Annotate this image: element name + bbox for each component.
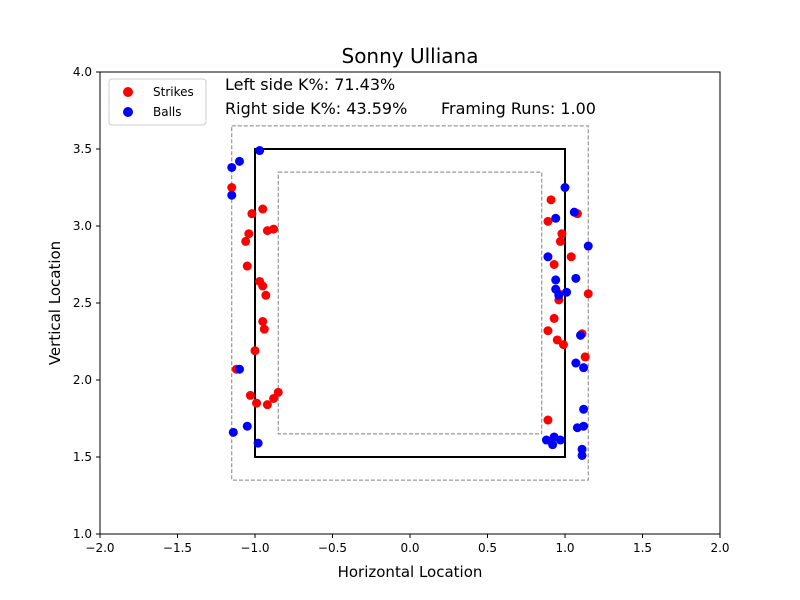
ball-point bbox=[253, 438, 263, 448]
ball-point bbox=[562, 287, 572, 297]
ball-point bbox=[548, 440, 558, 450]
legend-balls-marker bbox=[123, 107, 133, 117]
ball-point bbox=[541, 435, 551, 445]
strike-point bbox=[259, 324, 269, 334]
y-axis-label: Vertical Location bbox=[46, 241, 64, 365]
x-tick-label: 0.5 bbox=[478, 541, 497, 555]
strike-point bbox=[543, 216, 553, 226]
strike-point bbox=[269, 224, 279, 234]
framing-runs-annotation: Framing Runs: 1.00 bbox=[441, 99, 596, 118]
strike-point bbox=[245, 390, 255, 400]
y-tick-label: 2.0 bbox=[73, 373, 92, 387]
ball-point bbox=[255, 146, 265, 156]
ball-point bbox=[235, 364, 244, 374]
ball-point bbox=[579, 363, 589, 373]
strike-point bbox=[558, 340, 568, 350]
ball-point bbox=[227, 190, 237, 200]
ball-point bbox=[235, 156, 244, 166]
strike-point bbox=[543, 326, 553, 336]
ball-point bbox=[577, 450, 587, 460]
ball-point bbox=[569, 207, 579, 217]
strike-point bbox=[273, 387, 283, 397]
strike-point bbox=[546, 195, 556, 205]
strike-point bbox=[242, 261, 252, 271]
strike-point bbox=[241, 236, 251, 246]
y-axis-ticks: 1.0 1.5 2.0 2.5 3.0 3.5 4.0 bbox=[73, 65, 100, 541]
strike-zone-box bbox=[254, 148, 566, 458]
ball-point bbox=[228, 427, 238, 437]
ball-point bbox=[583, 241, 593, 251]
y-tick-label: 1.5 bbox=[73, 450, 92, 464]
strike-point bbox=[258, 281, 268, 291]
y-tick-label: 3.0 bbox=[73, 219, 92, 233]
x-axis-label: Horizontal Location bbox=[338, 563, 483, 581]
x-tick-label: 2.0 bbox=[710, 541, 729, 555]
strike-point bbox=[258, 316, 268, 326]
strike-point bbox=[262, 400, 272, 410]
strike-point bbox=[549, 313, 559, 323]
ball-point bbox=[227, 162, 237, 172]
ball-point bbox=[571, 273, 581, 283]
ball-point bbox=[543, 252, 553, 262]
x-tick-label: −0.5 bbox=[318, 541, 347, 555]
legend-strikes-label: Strikes bbox=[153, 85, 194, 99]
strike-point bbox=[250, 346, 260, 356]
right-k-annotation: Right side K%: 43.59% bbox=[225, 99, 407, 118]
strike-point bbox=[580, 352, 590, 362]
y-tick-label: 3.5 bbox=[73, 142, 92, 156]
y-tick-label: 1.0 bbox=[73, 527, 92, 541]
strike-point bbox=[261, 290, 271, 300]
ball-point bbox=[555, 435, 565, 445]
data-point-layer bbox=[227, 146, 593, 460]
y-tick-label: 2.5 bbox=[73, 296, 92, 310]
legend-balls-label: Balls bbox=[153, 105, 182, 119]
left-k-annotation: Left side K%: 71.43% bbox=[225, 75, 395, 94]
strike-point bbox=[252, 398, 262, 408]
legend-box bbox=[108, 78, 207, 126]
strike-point bbox=[247, 209, 257, 219]
x-tick-label: −1.5 bbox=[163, 541, 192, 555]
inner-zone-box bbox=[277, 171, 543, 435]
strike-point bbox=[227, 183, 237, 192]
ball-point bbox=[579, 404, 589, 414]
legend-strikes-marker bbox=[123, 87, 133, 97]
x-tick-label: 0.0 bbox=[400, 541, 419, 555]
ball-point bbox=[572, 423, 582, 433]
ball-point bbox=[560, 183, 570, 192]
y-tick-label: 4.0 bbox=[73, 65, 92, 79]
legend: Strikes Balls bbox=[108, 78, 207, 126]
strike-point bbox=[552, 335, 562, 345]
x-tick-label: −2.0 bbox=[85, 541, 114, 555]
ball-point bbox=[571, 358, 581, 368]
strike-point bbox=[549, 260, 559, 269]
outer-zone-box bbox=[231, 125, 589, 481]
x-tick-label: −1.0 bbox=[240, 541, 269, 555]
strike-point bbox=[583, 289, 593, 299]
ball-point bbox=[576, 330, 585, 340]
ball-point bbox=[551, 213, 561, 223]
chart-title: Sonny Ulliana bbox=[342, 44, 479, 68]
ball-point bbox=[577, 444, 587, 454]
strike-point bbox=[269, 393, 279, 403]
x-axis-ticks: −2.0 −1.5 −1.0 −0.5 0.0 0.5 1.0 1.5 2.0 bbox=[85, 534, 730, 555]
ball-point bbox=[554, 290, 564, 300]
ball-point bbox=[242, 421, 252, 431]
ball-point bbox=[551, 275, 561, 285]
strike-point bbox=[543, 415, 553, 425]
x-tick-label: 1.0 bbox=[555, 541, 574, 555]
zone-layer bbox=[231, 125, 589, 481]
strike-point bbox=[244, 229, 254, 239]
x-tick-label: 1.5 bbox=[633, 541, 652, 555]
strike-point bbox=[555, 236, 565, 246]
strike-point bbox=[566, 252, 576, 262]
strike-point bbox=[557, 229, 567, 239]
strike-point bbox=[258, 204, 268, 214]
